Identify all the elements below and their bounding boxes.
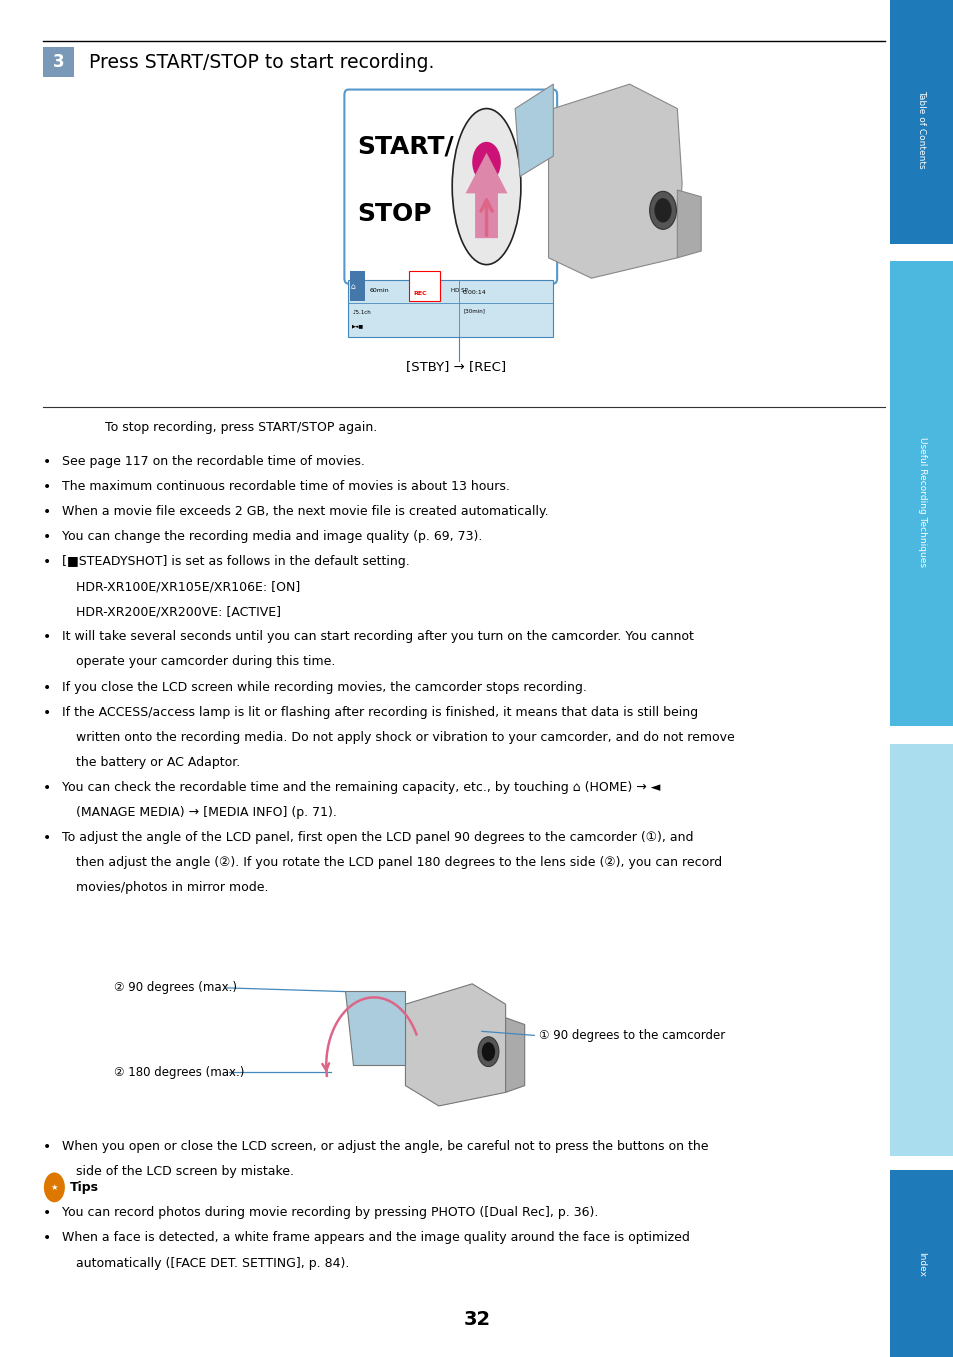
Text: HD SP: HD SP	[451, 289, 468, 293]
Text: [30min]: [30min]	[462, 308, 484, 313]
Text: (MANAGE MEDIA) → [MEDIA INFO] (p. 71).: (MANAGE MEDIA) → [MEDIA INFO] (p. 71).	[76, 806, 336, 820]
Polygon shape	[677, 190, 700, 258]
Text: 0:00:14: 0:00:14	[462, 289, 486, 294]
Text: 60min: 60min	[369, 289, 389, 293]
Text: 3: 3	[52, 53, 65, 72]
Text: To adjust the angle of the LCD panel, first open the LCD panel 90 degrees to the: To adjust the angle of the LCD panel, fi…	[62, 830, 693, 844]
Text: automatically ([FACE DET. SETTING], p. 84).: automatically ([FACE DET. SETTING], p. 8…	[76, 1257, 350, 1270]
Text: •: •	[43, 630, 51, 645]
Text: •: •	[43, 680, 51, 695]
Text: You can change the recording media and image quality (p. 69, 73).: You can change the recording media and i…	[62, 529, 482, 543]
Polygon shape	[548, 84, 681, 278]
Bar	[889, 1167, 953, 1357]
Bar	[43, 47, 74, 77]
Text: STOP: STOP	[357, 202, 432, 227]
Text: operate your camcorder during this time.: operate your camcorder during this time.	[76, 655, 335, 669]
Text: [■STEADYSHOT] is set as follows in the default setting.: [■STEADYSHOT] is set as follows in the d…	[62, 555, 410, 569]
Text: •: •	[43, 830, 51, 845]
Text: ② 90 degrees (max.): ② 90 degrees (max.)	[114, 981, 237, 995]
Text: Useful Recording Techniques: Useful Recording Techniques	[917, 437, 925, 567]
Text: It will take several seconds until you can start recording after you turn on the: It will take several seconds until you c…	[62, 630, 693, 643]
Ellipse shape	[452, 109, 520, 265]
Polygon shape	[515, 84, 553, 176]
Text: •: •	[43, 455, 51, 468]
Ellipse shape	[472, 141, 500, 182]
Text: HDR-XR200E/XR200VE: [ACTIVE]: HDR-XR200E/XR200VE: [ACTIVE]	[76, 605, 281, 619]
Text: When you open or close the LCD screen, or adjust the angle, be careful not to pr: When you open or close the LCD screen, o…	[62, 1140, 708, 1153]
Bar	[889, 730, 953, 744]
Text: The maximum continuous recordable time of movies is about 13 hours.: The maximum continuous recordable time o…	[62, 479, 509, 493]
Text: written onto the recording media. Do not apply shock or vibration to your camcor: written onto the recording media. Do not…	[76, 730, 735, 744]
Text: ▶◄■: ▶◄■	[352, 324, 364, 328]
Text: movies/photos in mirror mode.: movies/photos in mirror mode.	[76, 881, 269, 894]
Bar	[348, 280, 553, 337]
Text: Tips: Tips	[70, 1181, 98, 1194]
Ellipse shape	[44, 1172, 65, 1202]
Bar	[889, 261, 953, 726]
Text: 32: 32	[463, 1310, 490, 1329]
Text: •: •	[43, 1206, 51, 1220]
Text: ★: ★	[51, 1183, 58, 1191]
Text: •: •	[43, 706, 51, 719]
Bar	[350, 271, 365, 301]
Text: When a movie file exceeds 2 GB, the next movie file is created automatically.: When a movie file exceeds 2 GB, the next…	[62, 505, 548, 518]
Text: If you close the LCD screen while recording movies, the camcorder stops recordin: If you close the LCD screen while record…	[62, 680, 586, 693]
FancyBboxPatch shape	[344, 90, 557, 284]
Text: See page 117 on the recordable time of movies.: See page 117 on the recordable time of m…	[62, 455, 364, 468]
Text: When a face is detected, a white frame appears and the image quality around the : When a face is detected, a white frame a…	[62, 1232, 689, 1244]
Polygon shape	[465, 152, 507, 237]
Text: Index: Index	[917, 1253, 925, 1277]
Bar	[889, 744, 953, 1156]
Text: ⌂: ⌂	[350, 282, 355, 290]
Text: REC: REC	[413, 290, 426, 296]
Text: •: •	[43, 505, 51, 518]
Polygon shape	[405, 984, 505, 1106]
Text: HDR-XR100E/XR105E/XR106E: [ON]: HDR-XR100E/XR105E/XR106E: [ON]	[76, 579, 300, 593]
Ellipse shape	[481, 1042, 495, 1061]
Text: ① 90 degrees to the camcorder: ① 90 degrees to the camcorder	[538, 1029, 724, 1042]
Text: •: •	[43, 780, 51, 795]
Text: ♪5.1ch: ♪5.1ch	[352, 311, 371, 315]
Text: Table of Contents: Table of Contents	[917, 90, 925, 168]
Text: •: •	[43, 479, 51, 494]
Text: side of the LCD screen by mistake.: side of the LCD screen by mistake.	[76, 1164, 294, 1178]
Text: •: •	[43, 1140, 51, 1153]
Text: •: •	[43, 529, 51, 544]
Text: then adjust the angle (②). If you rotate the LCD panel 180 degrees to the lens s: then adjust the angle (②). If you rotate…	[76, 856, 721, 870]
Ellipse shape	[477, 1037, 498, 1067]
Text: START/: START/	[357, 134, 454, 159]
Ellipse shape	[649, 191, 676, 229]
Polygon shape	[345, 991, 405, 1065]
Text: •: •	[43, 555, 51, 569]
Text: You can record photos during movie recording by pressing PHOTO ([Dual Rec], p. 3: You can record photos during movie recor…	[62, 1206, 598, 1220]
Ellipse shape	[654, 198, 671, 223]
Bar	[889, 247, 953, 261]
Text: To stop recording, press START/STOP again.: To stop recording, press START/STOP agai…	[105, 421, 376, 434]
Text: •: •	[43, 1232, 51, 1246]
Text: You can check the recordable time and the remaining capacity, etc., by touching : You can check the recordable time and th…	[62, 780, 659, 794]
Bar	[889, 0, 953, 244]
Text: Press START/STOP to start recording.: Press START/STOP to start recording.	[89, 53, 434, 72]
Text: ② 180 degrees (max.): ② 180 degrees (max.)	[114, 1065, 245, 1079]
Text: If the ACCESS/access lamp is lit or flashing after recording is finished, it mea: If the ACCESS/access lamp is lit or flas…	[62, 706, 698, 719]
Polygon shape	[505, 1018, 524, 1092]
Bar	[889, 1156, 953, 1170]
Text: the battery or AC Adaptor.: the battery or AC Adaptor.	[76, 756, 240, 769]
FancyBboxPatch shape	[409, 271, 439, 301]
Text: [STBY] → [REC]: [STBY] → [REC]	[406, 360, 505, 373]
